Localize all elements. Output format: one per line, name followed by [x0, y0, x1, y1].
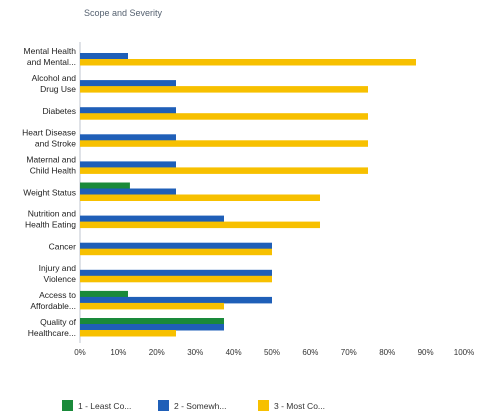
category-label: Healthcare...	[28, 328, 76, 338]
category-label: Injury and	[39, 263, 77, 273]
x-tick-label: 80%	[379, 348, 395, 357]
chart-title: Scope and Severity	[84, 8, 163, 18]
legend-swatch	[158, 400, 169, 411]
bar-1	[80, 318, 224, 325]
category-label: Diabetes	[42, 106, 76, 116]
bar-2	[80, 134, 176, 141]
bar-2	[80, 53, 128, 60]
x-tick-label: 40%	[226, 348, 242, 357]
category-label: Access to	[39, 290, 76, 300]
bar-2	[80, 161, 176, 168]
category-label: Weight Status	[23, 188, 76, 198]
x-tick-label: 70%	[341, 348, 357, 357]
bars-group	[80, 53, 416, 337]
category-label: Heart Disease	[22, 127, 76, 137]
x-tick-label: 0%	[74, 348, 86, 357]
category-label: and Mental...	[27, 57, 76, 67]
bar-3	[80, 167, 368, 174]
category-label: Quality of	[40, 317, 77, 327]
category-label: Affordable...	[30, 301, 76, 311]
x-tick-labels-group: 0% 10% 20% 30% 40% 50% 60% 70% 80% 90% 100%	[74, 348, 474, 357]
bar-3	[80, 302, 224, 310]
category-label: Mental Health	[24, 46, 77, 56]
category-label: Maternal and	[26, 154, 76, 164]
category-label: Alcohol and	[32, 73, 77, 83]
bar-3	[80, 86, 368, 93]
category-label: Drug Use	[40, 84, 76, 94]
category-label: Nutrition and	[28, 209, 76, 219]
category-label: Health Eating	[25, 220, 76, 230]
x-tick-label: 60%	[302, 348, 318, 357]
category-label: Child Health	[30, 165, 77, 175]
bar-3	[80, 140, 368, 147]
bar-3	[80, 248, 272, 256]
bar-3	[80, 113, 368, 120]
legend-swatch	[258, 400, 269, 411]
x-tick-label: 90%	[418, 348, 434, 357]
bar-3	[80, 59, 416, 66]
bar-1	[80, 182, 130, 189]
bar-2	[80, 107, 176, 114]
x-tick-label: 10%	[110, 348, 126, 357]
x-tick-label: 30%	[187, 348, 203, 357]
legend-label: 1 - Least Co...	[78, 401, 131, 411]
bar-2	[80, 269, 272, 277]
bar-2	[80, 188, 176, 195]
legend-label: 2 - Somewh...	[174, 401, 226, 411]
bar-3	[80, 194, 320, 201]
x-tick-label: 20%	[149, 348, 165, 357]
bar-3	[80, 275, 272, 283]
legend-swatch	[62, 400, 73, 411]
category-label: Violence	[44, 274, 77, 284]
bar-2	[80, 324, 224, 331]
x-tick-label: 50%	[264, 348, 280, 357]
legend: 1 - Least Co... 2 - Somewh... 3 - Most Co.…	[62, 400, 325, 411]
bar-3	[80, 330, 176, 337]
category-label: and Stroke	[35, 138, 76, 148]
bar-2	[80, 242, 272, 250]
bar-2	[80, 296, 272, 304]
bar-3	[80, 221, 320, 229]
bar-1	[80, 290, 128, 298]
bar-2	[80, 80, 176, 87]
bar-2	[80, 215, 224, 223]
legend-label: 3 - Most Co...	[274, 401, 325, 411]
category-label: Cancer	[49, 242, 77, 252]
x-tick-label: 100%	[454, 348, 474, 357]
